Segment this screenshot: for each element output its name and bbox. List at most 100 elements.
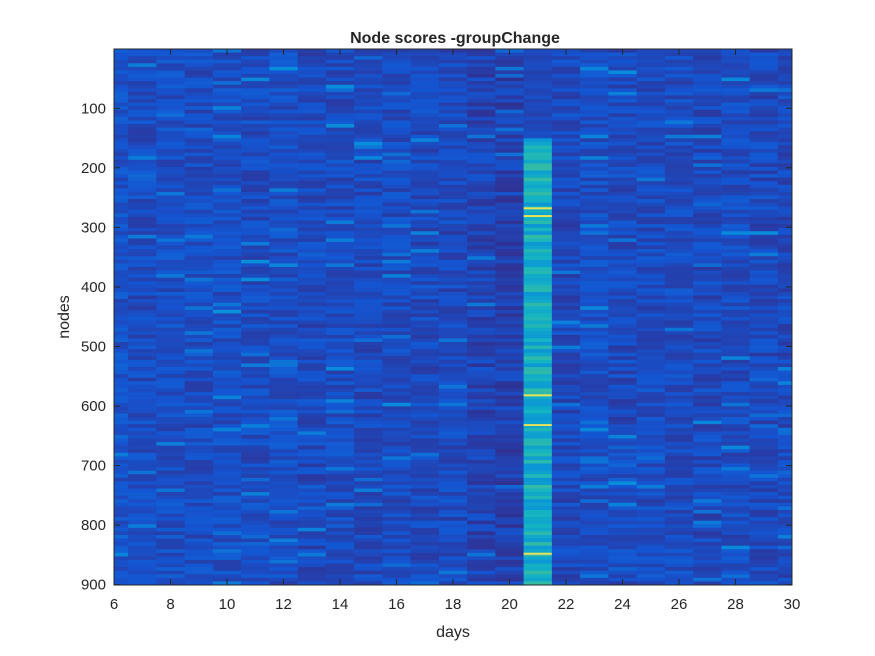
heatmap-cell bbox=[523, 356, 553, 361]
heatmap-cell bbox=[241, 224, 270, 228]
heatmap-cell bbox=[523, 331, 553, 336]
heatmap-cell bbox=[495, 499, 525, 504]
heatmap-cell bbox=[580, 570, 609, 575]
heatmap-cell bbox=[128, 559, 157, 564]
heatmap-cell bbox=[269, 113, 299, 118]
heatmap-cell bbox=[495, 234, 525, 239]
heatmap-cell bbox=[212, 202, 242, 207]
heatmap-cell bbox=[128, 331, 157, 336]
heatmap-cell bbox=[438, 524, 468, 529]
heatmap-cell bbox=[664, 252, 694, 257]
heatmap-cell bbox=[269, 434, 299, 439]
heatmap-cell bbox=[156, 84, 186, 89]
heatmap-cell bbox=[241, 349, 270, 354]
heatmap-cell bbox=[608, 263, 638, 268]
heatmap-cell bbox=[156, 274, 186, 278]
heatmap-cell bbox=[608, 66, 638, 71]
heatmap-cell bbox=[467, 113, 496, 118]
heatmap-cell bbox=[410, 163, 440, 168]
heatmap-cell bbox=[184, 377, 214, 382]
heatmap-cell bbox=[212, 488, 242, 493]
heatmap-cell bbox=[523, 84, 553, 89]
heatmap-cell bbox=[297, 417, 327, 421]
heatmap-cell bbox=[156, 163, 186, 168]
heatmap-cell bbox=[156, 249, 186, 253]
heatmap-cell bbox=[212, 527, 242, 532]
heatmap-cell bbox=[297, 395, 327, 400]
heatmap-cell bbox=[156, 131, 186, 136]
heatmap-cell bbox=[325, 202, 355, 207]
heatmap-cell bbox=[382, 259, 412, 264]
heatmap-cell bbox=[523, 484, 553, 489]
heatmap-cell bbox=[156, 306, 186, 311]
heatmap-cell bbox=[523, 95, 553, 100]
heatmap-cell bbox=[636, 395, 666, 400]
heatmap-cell bbox=[693, 363, 722, 368]
heatmap-cell bbox=[128, 281, 157, 286]
heatmap-cell bbox=[128, 520, 157, 525]
heatmap-cell bbox=[297, 159, 327, 164]
heatmap-cell bbox=[156, 166, 186, 171]
heatmap-cell bbox=[410, 402, 440, 407]
heatmap-cell bbox=[721, 452, 751, 457]
heatmap-cell bbox=[636, 284, 666, 289]
heatmap-cell bbox=[551, 363, 581, 368]
heatmap-cell bbox=[114, 106, 129, 111]
heatmap-cell bbox=[580, 413, 609, 418]
heatmap-cell bbox=[269, 502, 299, 507]
heatmap-cell bbox=[410, 317, 440, 321]
heatmap-cell bbox=[523, 381, 553, 386]
heatmap-cell bbox=[777, 245, 792, 250]
heatmap-cell bbox=[325, 334, 355, 339]
heatmap-cell bbox=[156, 399, 186, 404]
heatmap-cell bbox=[410, 256, 440, 261]
heatmap-cell bbox=[438, 95, 468, 100]
heatmap-cell bbox=[212, 495, 242, 500]
heatmap-cell bbox=[128, 74, 157, 78]
heatmap-cell bbox=[269, 281, 299, 286]
heatmap-cell bbox=[382, 467, 412, 471]
heatmap-cell bbox=[608, 417, 638, 421]
heatmap-cell bbox=[438, 470, 468, 475]
heatmap-cell bbox=[749, 477, 779, 482]
heatmap-cell bbox=[128, 59, 157, 64]
heatmap-cell bbox=[749, 152, 779, 157]
heatmap-cell bbox=[354, 538, 383, 543]
heatmap-cell bbox=[325, 138, 355, 143]
heatmap-cell bbox=[212, 567, 242, 571]
heatmap-cell bbox=[297, 363, 327, 368]
heatmap-cell bbox=[777, 474, 792, 479]
heatmap-cell bbox=[608, 452, 638, 457]
heatmap-cell bbox=[523, 570, 553, 575]
heatmap-cell bbox=[636, 502, 666, 507]
heatmap-cell bbox=[128, 266, 157, 271]
heatmap-cell bbox=[241, 156, 270, 161]
heatmap-cell bbox=[382, 345, 412, 350]
heatmap-cell bbox=[580, 367, 609, 371]
heatmap-cell bbox=[608, 213, 638, 218]
heatmap-cell bbox=[325, 302, 355, 307]
heatmap-cell bbox=[777, 381, 792, 386]
heatmap-cell bbox=[438, 256, 468, 261]
heatmap-cell bbox=[580, 392, 609, 396]
heatmap-cell bbox=[438, 538, 468, 543]
heatmap-cell bbox=[438, 70, 468, 75]
heatmap-cell bbox=[721, 499, 751, 504]
heatmap-cell bbox=[269, 234, 299, 239]
heatmap-cell bbox=[495, 438, 525, 443]
heatmap-cell bbox=[297, 477, 327, 482]
heatmap-cell bbox=[128, 91, 157, 96]
heatmap-cell bbox=[777, 570, 792, 575]
heatmap-cell bbox=[114, 281, 129, 286]
heatmap-cell bbox=[467, 81, 496, 86]
heatmap-cell bbox=[410, 381, 440, 386]
heatmap-cell bbox=[325, 506, 355, 511]
heatmap-cell bbox=[693, 477, 722, 482]
heatmap-cell bbox=[114, 413, 129, 418]
heatmap-cell bbox=[184, 431, 214, 436]
heatmap-cell bbox=[664, 188, 694, 193]
heatmap-cell bbox=[382, 145, 412, 150]
heatmap-cell bbox=[495, 166, 525, 171]
heatmap-cell bbox=[467, 206, 496, 211]
heatmap-cell bbox=[269, 399, 299, 404]
